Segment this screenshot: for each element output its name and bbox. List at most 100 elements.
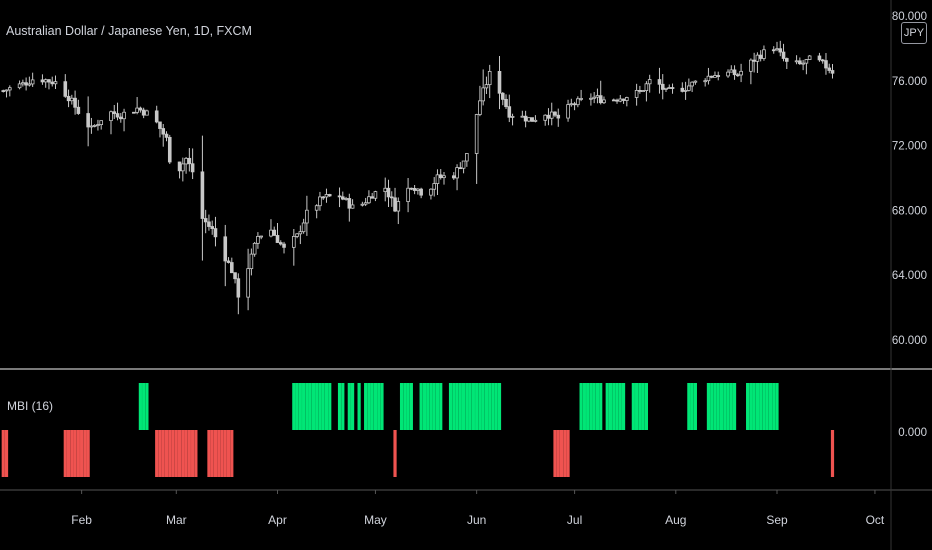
candle-body [70,97,74,102]
candle [412,184,417,195]
mbi-bar-negative [563,430,567,477]
candle-body [256,236,260,244]
candle [115,102,120,121]
mbi-bar-positive [612,383,616,430]
mbi-bar-positive [429,383,433,430]
candle [595,88,600,104]
mbi-bar-positive [455,383,459,430]
candle [389,191,394,207]
candle-body [327,194,332,197]
candle [132,111,136,114]
candle-body [154,110,159,123]
candle-body [618,98,623,102]
candle [70,94,74,105]
candle [177,161,182,179]
mbi-bar-positive [706,383,711,430]
candle-body [771,49,776,52]
mbi-bar-positive [465,383,469,430]
candle [693,80,698,85]
candle-body [236,278,241,298]
mbi-bar-positive [586,383,590,430]
candle-body [63,81,68,97]
mbi-bar-negative [168,430,172,477]
candle [644,81,649,102]
price-tick-label: 60.000 [892,335,927,347]
mbi-bar-positive [422,383,427,430]
candle [804,59,809,75]
time-axis[interactable]: Feb Mar Apr May Jun Jul Aug Sep Oct [71,490,885,527]
candle-body [396,201,401,212]
candle [716,71,721,81]
candle [824,53,828,75]
candle [305,195,309,236]
candle [533,115,538,123]
mbi-bar-negative [553,430,557,477]
candle [40,74,45,85]
candle [229,257,234,274]
candle [504,94,508,109]
candle [43,78,48,88]
candle [53,75,58,90]
mbi-bar-positive [635,383,639,430]
candle [416,188,420,195]
candle [687,78,691,92]
candle [807,55,812,60]
candle [200,135,205,261]
candle [438,169,443,180]
candle [465,153,469,167]
candle-body [213,228,218,238]
candle-body [481,87,485,102]
candle-body [755,54,760,62]
candle [478,85,482,117]
candle-body [739,70,743,76]
candle [249,248,254,276]
candle-body [680,87,685,92]
candle [510,113,515,126]
candle-body [569,103,574,106]
candle [474,113,479,184]
candle-body [412,188,417,191]
candle [726,69,730,78]
mbi-bar-negative [187,430,191,477]
mbi-bar-positive [432,383,436,430]
candle-body [259,235,263,238]
candle-body [638,90,642,92]
mbi-bar-positive [364,383,368,430]
mbi-bar-positive [768,383,773,430]
mbi-bar-positive [318,383,322,430]
candle [827,63,832,74]
candle-body [278,242,283,245]
candle-body [252,242,257,255]
candle [167,134,172,165]
candle [47,79,51,90]
candle-body [187,157,192,165]
currency-badge[interactable]: JPY [901,22,927,44]
mbi-bar-negative [566,430,570,477]
candle-body [703,80,707,83]
candle-body [657,79,662,85]
candle-body [670,87,675,89]
candle [73,90,77,115]
candle-body [24,82,28,86]
candle [141,107,146,119]
candle-body [66,95,71,102]
candle [625,96,629,107]
candle-body [367,196,371,204]
candle [798,57,802,65]
candle-body [579,98,583,100]
candle-body [625,97,629,101]
candle-body [749,59,753,72]
mbi-bar-positive [328,383,332,430]
candle-body [406,187,410,202]
candle [487,64,492,99]
candle [706,67,711,85]
mbi-bar-positive [315,383,319,430]
candle [367,190,371,204]
candle [752,52,756,73]
candle [181,157,185,182]
mbi-bar-negative [194,430,198,477]
candle [709,75,714,79]
time-tick-label: May [364,513,387,527]
price-axis[interactable]: 80.000 76.000 72.000 68.000 64.000 60.000 0.00… [892,11,927,439]
